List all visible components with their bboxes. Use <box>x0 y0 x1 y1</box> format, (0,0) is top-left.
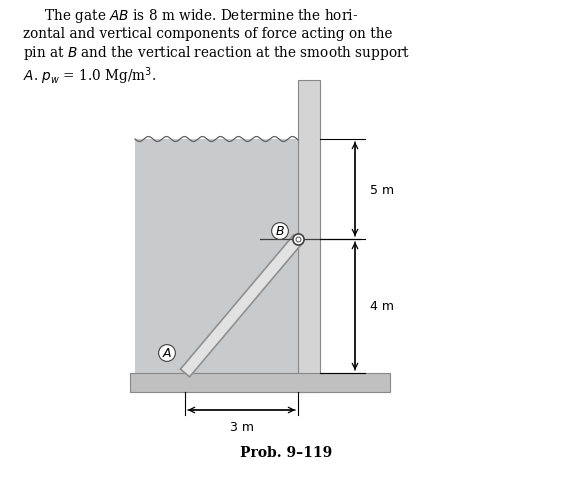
Text: 5 m: 5 m <box>370 183 394 196</box>
Text: 4 m: 4 m <box>370 300 394 313</box>
Polygon shape <box>130 373 390 392</box>
Text: 3 m: 3 m <box>230 420 253 433</box>
Text: A: A <box>163 347 171 360</box>
Text: B: B <box>276 225 284 238</box>
Polygon shape <box>298 81 320 392</box>
Text: Prob. 9–119: Prob. 9–119 <box>240 445 332 459</box>
Text: The gate $AB$ is 8 m wide. Determine the hori-
zontal and vertical components of: The gate $AB$ is 8 m wide. Determine the… <box>23 7 410 86</box>
Polygon shape <box>180 236 303 377</box>
Polygon shape <box>135 140 298 373</box>
